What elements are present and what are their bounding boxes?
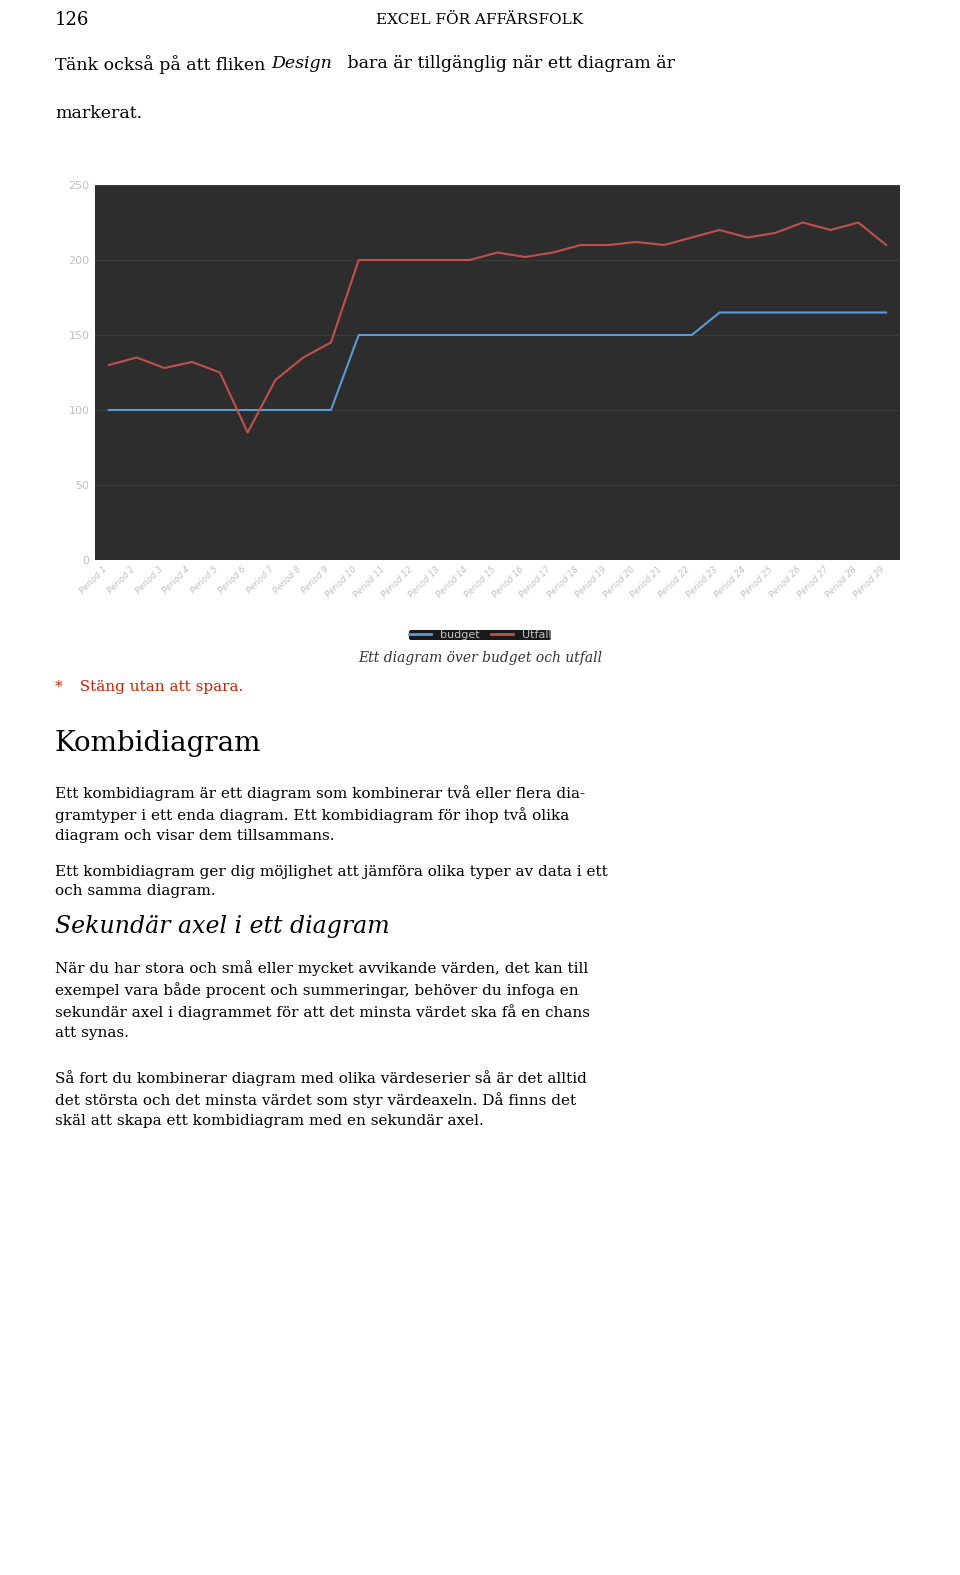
- Text: Ett kombidiagram ger dig möjlighet att jämföra olika typer av data i ett
och sam: Ett kombidiagram ger dig möjlighet att j…: [55, 865, 608, 898]
- Text: Sekundär axel i ett diagram: Sekundär axel i ett diagram: [55, 915, 390, 939]
- Text: EXCEL FÖR AFFÄRSFOLK: EXCEL FÖR AFFÄRSFOLK: [376, 13, 584, 27]
- Text: När du har stora och små eller mycket avvikande värden, det kan till
exempel var: När du har stora och små eller mycket av…: [55, 961, 590, 1040]
- Text: Ett kombidiagram är ett diagram som kombinerar två eller flera dia-
gramtyper i : Ett kombidiagram är ett diagram som komb…: [55, 784, 586, 843]
- Text: Design: Design: [272, 55, 332, 72]
- Text: Stäng utan att spara.: Stäng utan att spara.: [70, 680, 244, 695]
- Text: *: *: [55, 680, 62, 695]
- Text: Så fort du kombinerar diagram med olika värdeserier så är det alltid
det största: Så fort du kombinerar diagram med olika …: [55, 1069, 587, 1128]
- Text: Kombidiagram: Kombidiagram: [55, 729, 261, 758]
- Legend: budget, Utfall: budget, Utfall: [409, 630, 551, 639]
- Text: bara är tillgänglig när ett diagram är: bara är tillgänglig när ett diagram är: [343, 55, 675, 72]
- Text: 126: 126: [55, 11, 89, 28]
- Text: markerat.: markerat.: [55, 104, 142, 121]
- Text: Tänk också på att fliken: Tänk också på att fliken: [55, 55, 271, 74]
- Text: Ett diagram över budget och utfall: Ett diagram över budget och utfall: [358, 650, 602, 665]
